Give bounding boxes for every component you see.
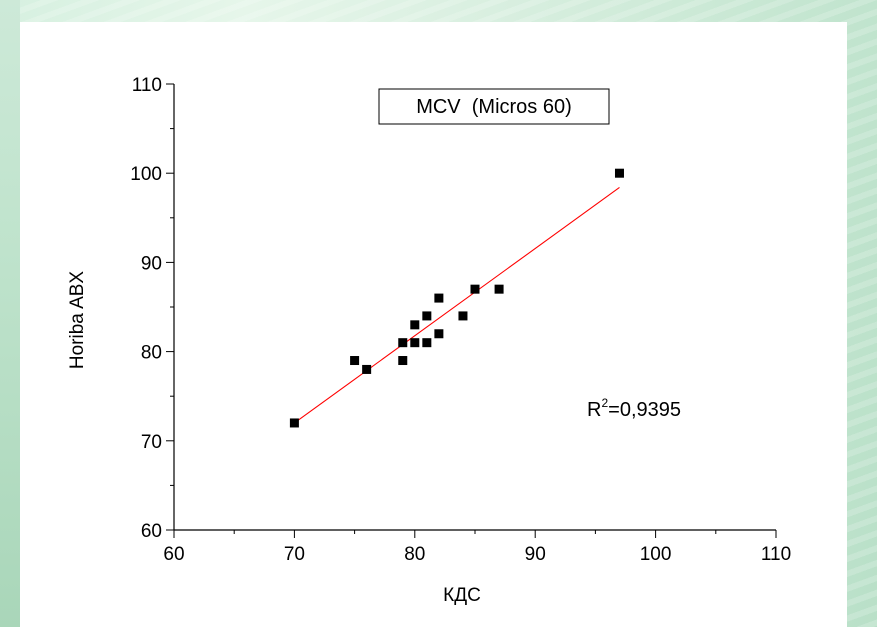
x-tick-label: 80 <box>404 544 425 565</box>
y-tick-label: 110 <box>132 75 162 96</box>
data-point <box>410 338 420 348</box>
r-squared-annotation: R2=0,9395 <box>587 396 681 421</box>
data-point <box>350 356 360 366</box>
y-tick-label: 70 <box>141 432 162 453</box>
x-axis-label: КДС <box>443 585 481 606</box>
r-squared-value: =0,9395 <box>608 399 681 421</box>
r-squared-prefix: R <box>587 399 601 421</box>
data-point <box>398 356 408 366</box>
regression-line-group <box>294 187 620 424</box>
title-box <box>378 88 610 125</box>
y-tick-label: 90 <box>141 253 162 274</box>
x-tick-label: 60 <box>163 544 184 565</box>
y-axis-label: Horiba ABX <box>67 271 88 370</box>
x-tick-label: 70 <box>284 544 305 565</box>
data-point <box>410 320 420 330</box>
data-point <box>494 284 504 294</box>
data-points <box>289 168 624 428</box>
x-tick-label: 100 <box>640 544 672 565</box>
data-point <box>422 311 432 321</box>
y-tick-label: 60 <box>141 521 162 542</box>
x-tick-label: 90 <box>525 544 546 565</box>
y-tick-label: 100 <box>130 164 162 185</box>
data-point <box>470 284 480 294</box>
data-point <box>434 329 444 339</box>
x-tick-label: 110 <box>761 544 791 565</box>
chart-title: MCV (Micros 60) <box>416 96 572 118</box>
y-axis-ticks: 60 70 80 90 100 110 <box>130 75 174 542</box>
data-point <box>434 293 444 303</box>
data-point <box>398 338 408 348</box>
background-band <box>0 0 20 627</box>
axes <box>173 84 776 531</box>
x-axis-ticks: 60 70 80 90 100 110 <box>163 530 791 565</box>
data-point <box>362 364 372 374</box>
r-squared-superscript: 2 <box>601 396 608 410</box>
data-point <box>458 311 468 321</box>
data-point <box>289 418 299 428</box>
y-tick-label: 80 <box>141 343 162 364</box>
data-point <box>422 338 432 348</box>
data-point <box>614 168 624 178</box>
regression-line <box>294 187 620 424</box>
